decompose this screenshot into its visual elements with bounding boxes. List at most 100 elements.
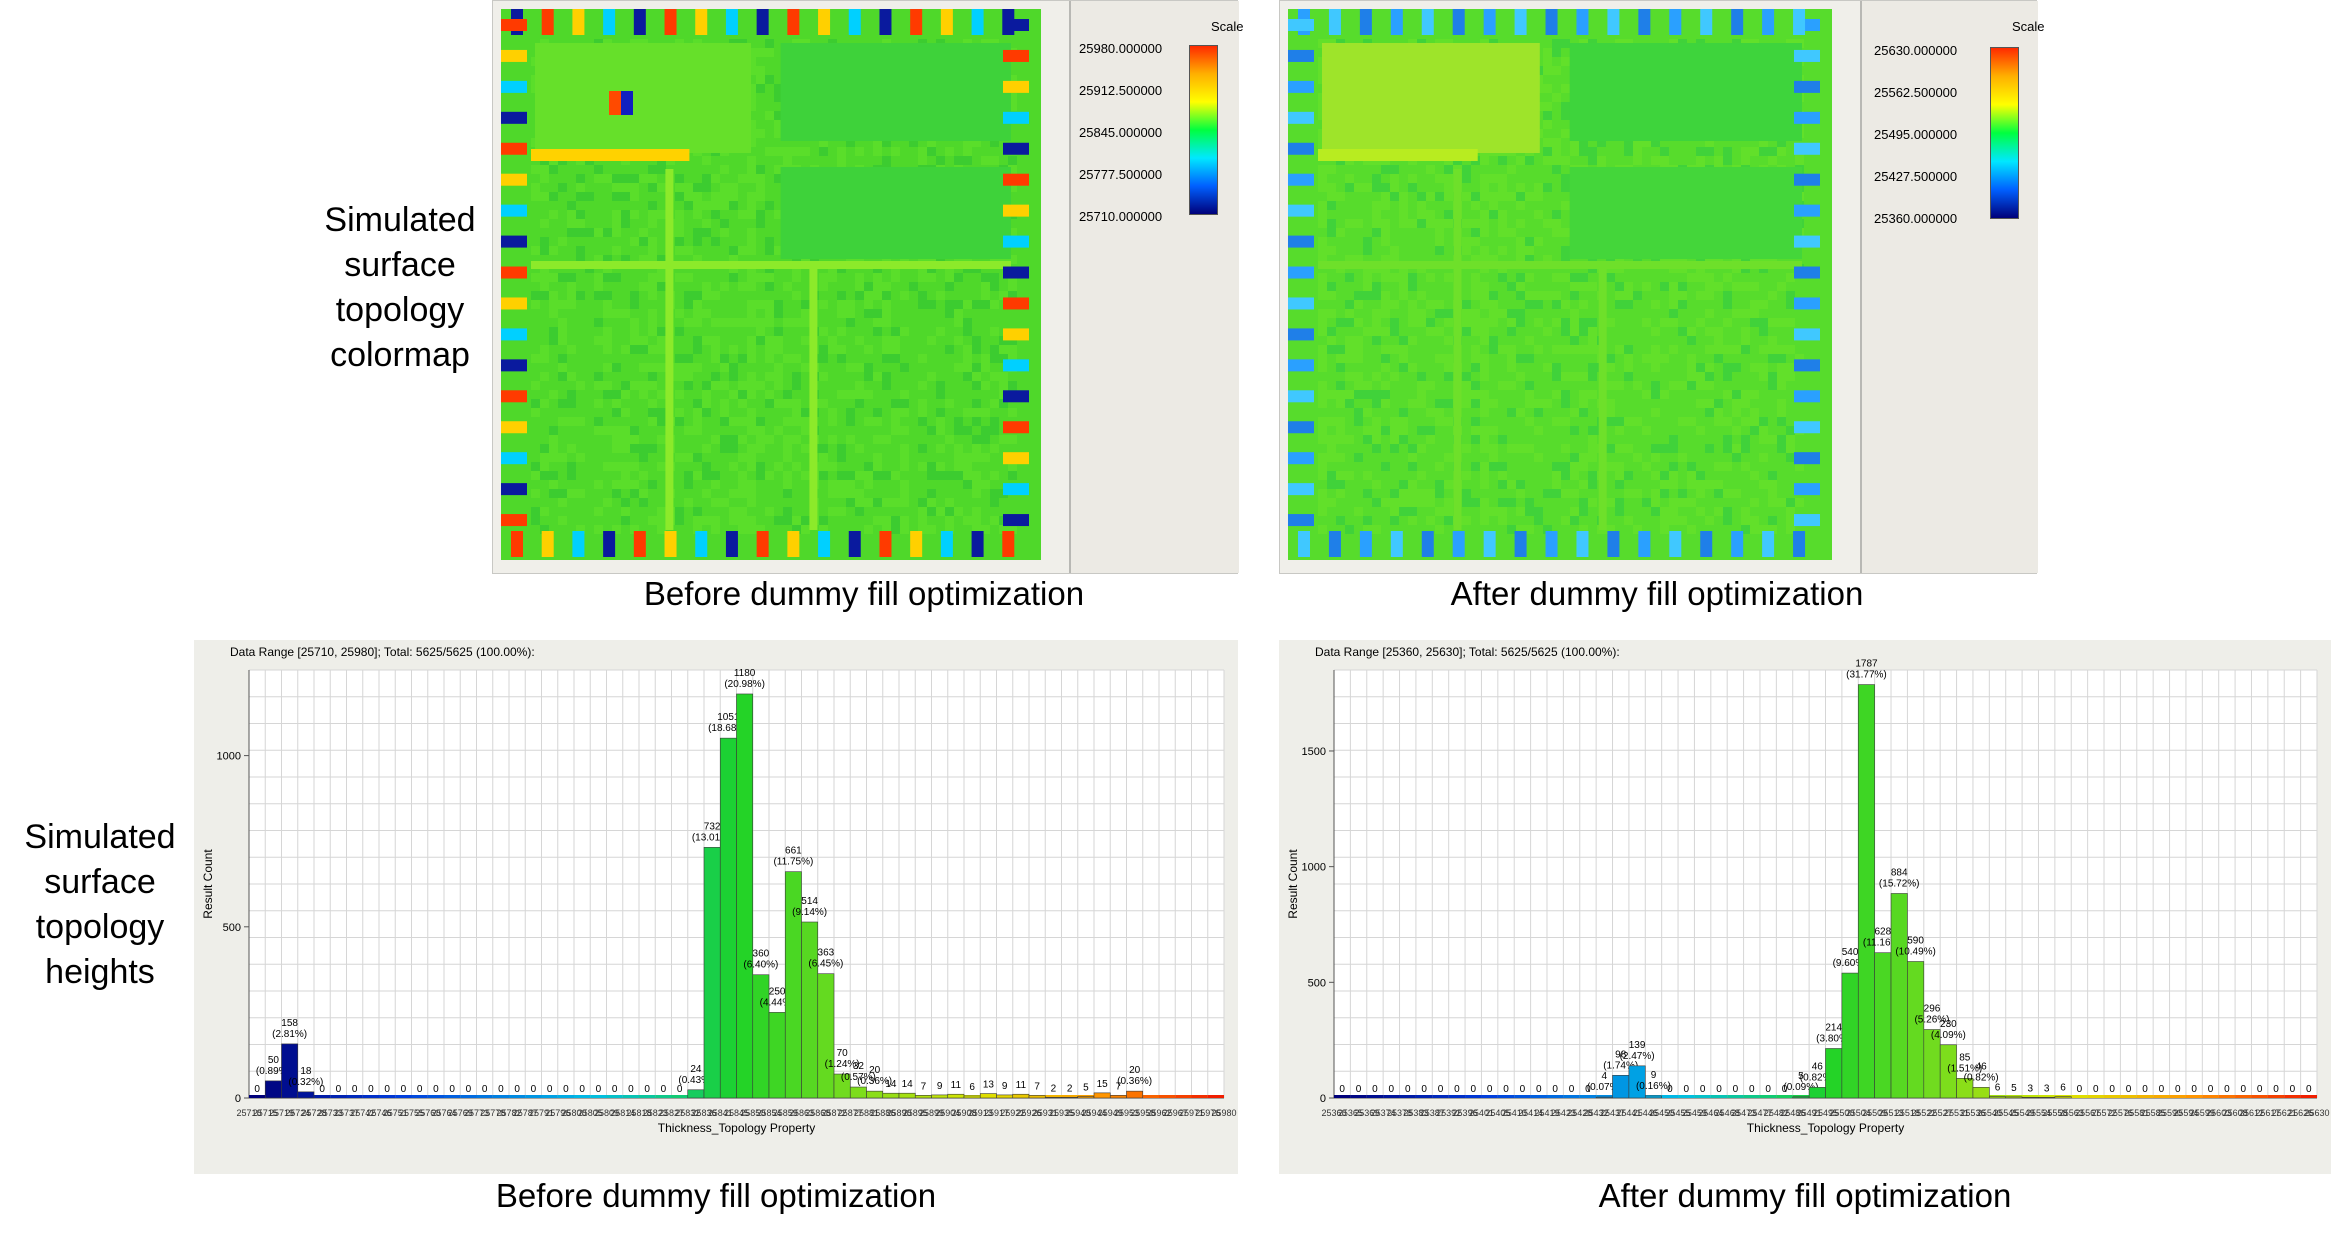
map-cell (1723, 444, 1732, 453)
map-cell (1750, 147, 1759, 156)
map-cell (1768, 480, 1777, 489)
map-cell (864, 417, 873, 426)
map-cell (873, 273, 882, 282)
map-cell (1732, 453, 1741, 462)
baseline-band (2005, 1095, 2023, 1098)
map-cell (1462, 381, 1471, 390)
map-cell (774, 363, 783, 372)
map-cell (945, 525, 954, 534)
map-cell (1606, 417, 1615, 426)
map-cell (1723, 318, 1732, 327)
map-cell (531, 273, 540, 282)
map-pad (1545, 531, 1558, 557)
map-cell (1381, 291, 1390, 300)
map-cell (531, 507, 540, 516)
map-cell (1399, 291, 1408, 300)
map-pad (695, 9, 708, 35)
map-cell (1525, 417, 1534, 426)
map-cell (1669, 516, 1678, 525)
histogram-bar (2005, 1096, 2023, 1099)
map-cell (1642, 282, 1651, 291)
map-cell (630, 336, 639, 345)
map-cell (1606, 273, 1615, 282)
map-cell (1552, 156, 1561, 165)
map-cell (1552, 39, 1561, 48)
map-cell (1570, 471, 1579, 480)
map-cell (981, 156, 990, 165)
map-pad (1794, 80, 1820, 93)
map-cell (1723, 390, 1732, 399)
map-pad (818, 531, 831, 557)
map-pad (725, 9, 738, 35)
map-cell (1390, 426, 1399, 435)
map-cell (1489, 318, 1498, 327)
map-cell (801, 516, 810, 525)
map-cell (1462, 219, 1471, 228)
map-cell (936, 291, 945, 300)
map-cell (1408, 336, 1417, 345)
map-pad (572, 531, 585, 557)
map-cell (540, 462, 549, 471)
map-cell (1480, 246, 1489, 255)
map-cell (630, 192, 639, 201)
map-cell (549, 390, 558, 399)
map-pad (501, 483, 527, 496)
map-cell (765, 111, 774, 120)
map-cell (1399, 273, 1408, 282)
map-cell (1561, 228, 1570, 237)
map-cell (1705, 372, 1714, 381)
map-cell (648, 408, 657, 417)
map-cell (693, 363, 702, 372)
map-pad (603, 531, 616, 557)
baseline-band (606, 1095, 623, 1098)
map-cell (1786, 453, 1795, 462)
map-cell (837, 480, 846, 489)
bar-count-label: 0 (1372, 1084, 1378, 1095)
x-tick-label: 25710 (236, 1108, 261, 1118)
map-cell (1606, 498, 1615, 507)
map-cell (765, 75, 774, 84)
map-cell (927, 498, 936, 507)
map-cell (702, 219, 711, 228)
map-cell (1318, 471, 1327, 480)
map-cell (612, 174, 621, 183)
map-cell (774, 300, 783, 309)
map-cell (1327, 309, 1336, 318)
map-cell (702, 408, 711, 417)
map-cell (756, 327, 765, 336)
map-cell (1606, 399, 1615, 408)
map-cell (1615, 381, 1624, 390)
map-cell (846, 318, 855, 327)
map-cell (1777, 435, 1786, 444)
colormap-after-panel: Scale 25630.000000 25562.500000 25495.00… (1279, 0, 2045, 574)
baseline-band (1596, 1095, 1613, 1098)
map-cell (1381, 399, 1390, 408)
map-cell (630, 489, 639, 498)
map-cell (1435, 525, 1444, 534)
map-cell (774, 309, 783, 318)
map-cell (882, 300, 891, 309)
map-cell (1498, 192, 1507, 201)
x-tick-label: 25841 (708, 1108, 733, 1118)
map-cell (1759, 147, 1768, 156)
x-tick-label: 25567 (2075, 1108, 2100, 1118)
map-cell (630, 525, 639, 534)
map-cell (1381, 363, 1390, 372)
map-cell (1444, 498, 1453, 507)
histogram-after-chart: Data Range [25360, 25630]; Total: 5625/5… (1286, 645, 2330, 1135)
map-pad (971, 9, 984, 35)
map-cell (1579, 147, 1588, 156)
map-pad (1288, 19, 1314, 31)
map-cell (945, 345, 954, 354)
map-cell (1516, 219, 1525, 228)
map-pad (1298, 531, 1310, 557)
map-cell (1741, 525, 1750, 534)
map-cell (1669, 309, 1678, 318)
bar-count-label: 0 (547, 1084, 553, 1095)
map-cell (801, 336, 810, 345)
map-cell (1318, 489, 1327, 498)
bar-count-label: 540 (1842, 947, 1859, 958)
map-cell (711, 471, 720, 480)
bar-percent-label: (2.81%) (272, 1029, 307, 1040)
map-cell (747, 120, 756, 129)
